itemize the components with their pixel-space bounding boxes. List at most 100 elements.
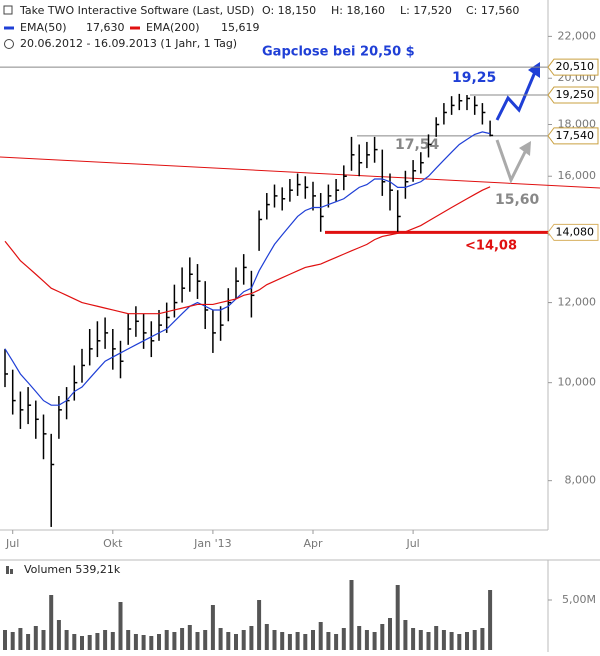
volume-bar [334,634,339,650]
volume-bar [457,634,462,650]
level-box [547,223,599,241]
level-label: 20,510 [556,60,595,73]
header-high: H: 18,160 [331,4,385,17]
volume-bar [72,634,77,650]
volume-bar [187,625,192,650]
volume-bar [210,605,215,650]
volume-bar [472,630,477,650]
header-close: C: 17,560 [466,4,519,17]
volume-bar [226,632,231,650]
arrow-up [495,71,537,121]
volume-bar [264,624,269,650]
volume-bar [287,634,292,650]
volume-bar [26,634,31,650]
ema-line [4,131,491,406]
annotation: 17,54 [395,137,440,153]
level-box [547,86,599,104]
x-tick-label: Jan '13 [193,537,231,550]
legend-name: EMA(200) [146,21,200,34]
volume-bar [295,632,300,650]
volume-bar [403,620,408,650]
volume-bar [480,628,485,650]
level-label: 19,250 [556,88,595,101]
volume-bar [395,585,400,650]
y-tick-label: 10,000 [558,376,597,389]
volume-bar [303,634,308,650]
volume-bar [157,634,161,650]
volume-bar [465,632,469,650]
volume-bar [103,630,108,650]
volume-bar [364,630,369,650]
trend-line [0,156,600,189]
volume-bar [241,630,246,650]
volume-bar [318,622,323,650]
volume-bar [203,630,208,650]
volume-icon [6,566,9,574]
header-title: Take TWO Interactive Software (Last, USD… [19,4,254,17]
volume-bar [426,632,431,650]
volume-bar [249,626,254,650]
legend-name: EMA(50) [20,21,67,34]
period: 20.06.2012 - 16.09.2013 (1 Jahr, 1 Tag) [20,37,237,50]
x-tick-label: Apr [303,537,323,550]
volume-bar [326,632,331,650]
volume-bar [18,628,23,650]
legend-value: 15,619 [221,21,260,34]
ema-line [4,186,491,315]
volume-bar [349,580,354,650]
volume-bar [280,632,285,650]
volume-bar [10,632,15,650]
header-icon [3,5,13,15]
annotation: 19,25 [452,70,496,86]
volume-bar [234,634,238,650]
arrow-head [528,62,540,78]
volume-bar [257,600,262,650]
volume-bar [311,630,315,650]
volume-bar [87,635,92,650]
volume-bar [172,632,177,650]
volume-bar [56,620,61,650]
volume-bar [164,630,169,650]
annotation: <14,08 [465,239,517,254]
volume-bar [33,626,38,650]
volume-bar [118,602,123,650]
y-tick-label: 22,000 [558,29,597,42]
volume-bar [411,628,416,650]
volume-bar [380,624,385,650]
volume-bar [218,628,223,650]
volume-bar [133,634,138,650]
header-low: L: 17,520 [400,4,452,17]
volume-bar [195,632,200,650]
volume-bar [341,628,346,650]
level-label: 17,540 [556,129,595,142]
level-box [547,58,599,76]
volume-bar [272,630,277,650]
volume-bar [357,626,362,650]
volume-bar [126,630,131,650]
y-tick-label: 16,000 [558,169,597,182]
volume-bar [441,630,446,650]
header-open: O: 18,150 [262,4,316,17]
legend-value: 17,630 [86,21,125,34]
volume-bar [488,590,493,650]
volume-bar [180,628,185,650]
x-tick-label: Jul [405,537,419,550]
volume-bar [64,630,69,650]
volume-bar [41,630,46,650]
volume-bar [418,630,423,650]
volume-bar [110,632,115,650]
arrow-down [495,139,528,184]
period-icon [4,39,14,49]
volume-bar [3,630,7,650]
annotation: Gapclose bei 20,50 $ [262,45,415,60]
volume-bar [49,595,54,650]
level-box [547,127,599,145]
y-tick-label: 8,000 [565,474,597,487]
y-tick-label: 5,00M [562,593,596,606]
volume-bar [434,626,439,650]
volume-bar [141,635,146,650]
x-tick-label: Jul [5,537,19,550]
volume-icon [10,569,13,574]
